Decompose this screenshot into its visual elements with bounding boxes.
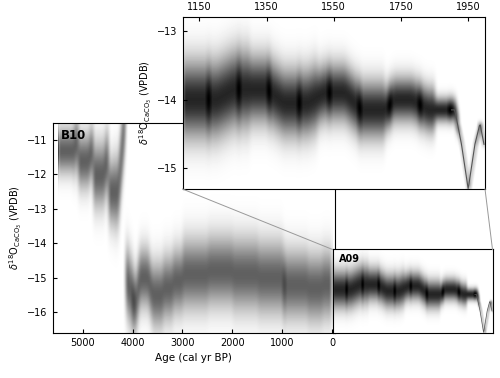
X-axis label: Age (cal yr BP): Age (cal yr BP) [156, 353, 232, 363]
Y-axis label: $\delta^{18}$O$_{\rm CaCO_3}$ (VPDB): $\delta^{18}$O$_{\rm CaCO_3}$ (VPDB) [138, 60, 154, 146]
Y-axis label: $\delta^{18}$O$_{\rm CaCO_3}$ (VPDB): $\delta^{18}$O$_{\rm CaCO_3}$ (VPDB) [8, 185, 24, 270]
Text: B10: B10 [61, 129, 86, 142]
Text: A09: A09 [339, 254, 360, 263]
